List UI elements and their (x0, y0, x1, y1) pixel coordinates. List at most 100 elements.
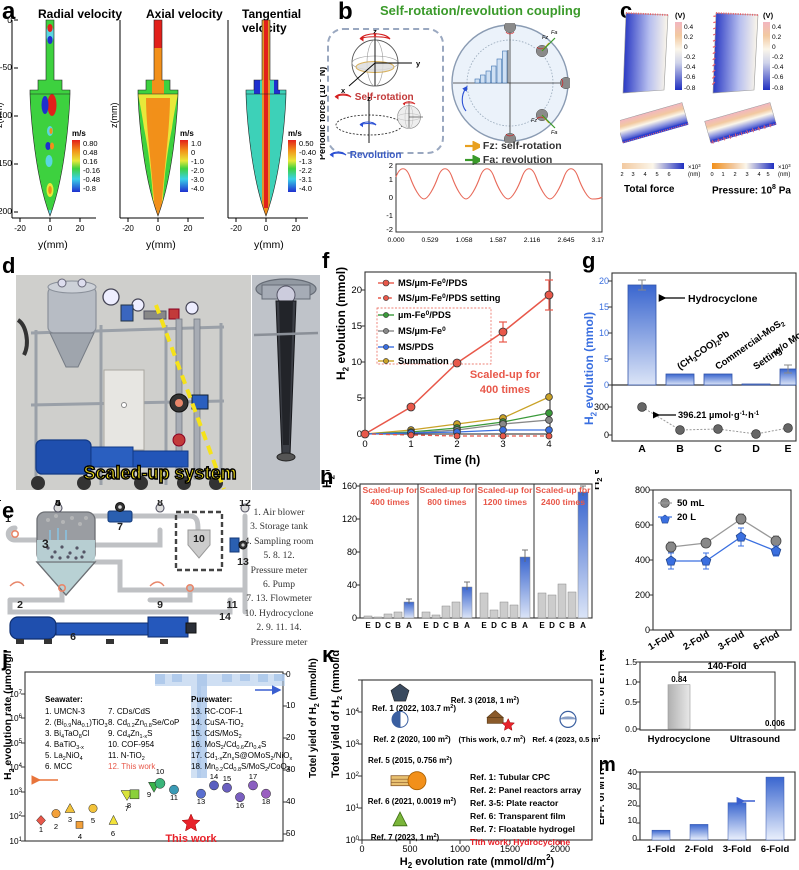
svg-text:15: 15 (599, 302, 609, 312)
svg-text:D: D (549, 621, 555, 630)
svg-text:E: E (423, 621, 429, 630)
svg-text:Tith work: Hydrocyclone: Tith work: Hydrocyclone (470, 837, 570, 847)
svg-text:D: D (433, 621, 439, 630)
svg-text:Time (h): Time (h) (434, 453, 480, 467)
svg-text:A: A (522, 621, 528, 630)
svg-text:-4.0: -4.0 (191, 184, 204, 193)
svg-text:×103: ×103 (778, 163, 791, 171)
svg-text:B: B (453, 621, 459, 630)
svg-text:0: 0 (362, 439, 367, 450)
svg-text:Ref. 6 (2021, 0.0019 m2): Ref. 6 (2021, 0.0019 m2) (368, 797, 457, 806)
svg-text:-2: -2 (386, 225, 393, 234)
svg-text:-3.1: -3.1 (299, 175, 312, 184)
svg-text:-2.2: -2.2 (299, 166, 312, 175)
svg-text:Ultrasound: Ultrasound (730, 734, 780, 745)
svg-text:-0.6: -0.6 (772, 74, 784, 81)
svg-text:1: 1 (389, 175, 393, 184)
svg-text:0.2: 0.2 (772, 34, 781, 41)
svg-text:16: 16 (236, 801, 244, 810)
svg-text:800 times: 800 times (427, 497, 466, 507)
svg-text:40: 40 (286, 796, 296, 806)
svg-text:z(mm): z(mm) (109, 103, 119, 129)
svg-text:2: 2 (620, 172, 623, 178)
svg-text:103: 103 (346, 739, 360, 749)
svg-text:-20: -20 (230, 224, 242, 233)
svg-text:140-Fold: 140-Fold (707, 661, 746, 672)
svg-text:1. UMCN-3: 1. UMCN-3 (45, 707, 86, 716)
svg-text:2: 2 (733, 172, 736, 178)
svg-text:6: 6 (70, 631, 76, 643)
svg-text:1.0: 1.0 (191, 139, 201, 148)
svg-text:0.84: 0.84 (671, 675, 687, 684)
svg-text:-0.6: -0.6 (684, 74, 696, 81)
svg-text:E: E (784, 443, 791, 455)
svg-text:×103: ×103 (688, 163, 701, 171)
svg-text:8: 8 (157, 500, 163, 509)
svg-text:-20: -20 (122, 224, 134, 233)
svg-text:Ref. 1 (2022, 103.7 m2): Ref. 1 (2022, 103.7 m2) (372, 704, 456, 713)
svg-text:y: y (416, 59, 421, 68)
svg-text:Seawater:: Seawater: (45, 695, 83, 704)
svg-text:10: 10 (193, 533, 205, 545)
svg-text:0: 0 (359, 844, 364, 854)
svg-text:E: E (539, 621, 545, 630)
svg-text:MS/µm-Fe0: MS/µm-Fe0 (398, 326, 446, 336)
svg-text:1.0: 1.0 (625, 677, 637, 687)
svg-text:9: 9 (157, 599, 163, 611)
svg-text:Fa: Fa (551, 130, 557, 136)
svg-text:2-Fold: 2-Fold (685, 844, 714, 855)
svg-text:(nm): (nm) (778, 172, 790, 178)
svg-text:-50: -50 (0, 62, 12, 72)
svg-text:C: C (501, 621, 507, 630)
svg-text:-0.8: -0.8 (684, 85, 696, 92)
svg-text:1: 1 (721, 172, 724, 178)
svg-text:20: 20 (628, 798, 638, 808)
svg-text:3: 3 (500, 439, 505, 450)
svg-text:6. MCC: 6. MCC (45, 762, 72, 771)
svg-text:400 times: 400 times (480, 384, 530, 396)
svg-text:1: 1 (39, 825, 43, 834)
svg-text:1: 1 (408, 439, 413, 450)
svg-text:0.48: 0.48 (83, 148, 98, 157)
svg-text:-1: -1 (386, 211, 393, 220)
svg-text:B: B (511, 621, 517, 630)
svg-text:9: 9 (147, 790, 151, 799)
svg-text:7: 7 (117, 521, 123, 533)
svg-text:2: 2 (389, 162, 393, 170)
svg-text:0.80: 0.80 (83, 139, 98, 148)
svg-text:100: 100 (346, 835, 360, 845)
svg-text:103: 103 (9, 787, 22, 797)
svg-text:1-Fold: 1-Fold (647, 844, 676, 855)
svg-text:102: 102 (9, 811, 22, 821)
svg-text:0.16: 0.16 (83, 157, 98, 166)
svg-text:15: 15 (351, 321, 362, 332)
svg-text:H2 evolution rate (mmol/d/m2): H2 evolution rate (mmol/d/m2) (400, 853, 555, 870)
svg-text:E: E (481, 621, 487, 630)
svg-text:-0.8: -0.8 (772, 85, 784, 92)
svg-text:Scaled-up for: Scaled-up for (470, 369, 541, 381)
svg-text:2: 2 (17, 599, 23, 611)
svg-text:Summation: Summation (398, 356, 449, 366)
svg-text:10: 10 (628, 815, 638, 825)
svg-text:Fz: Fz (542, 35, 548, 41)
svg-text:Fa: Fa (551, 30, 557, 36)
svg-text:-150: -150 (0, 158, 12, 168)
svg-text:-1.0: -1.0 (191, 157, 204, 166)
svg-text:0.2: 0.2 (684, 34, 693, 41)
svg-text:2.645: 2.645 (557, 237, 574, 244)
svg-text:10: 10 (286, 700, 296, 710)
svg-text:1000: 1000 (450, 844, 470, 854)
svg-text:20: 20 (351, 285, 362, 296)
svg-text:4: 4 (643, 172, 646, 178)
svg-text:Ref. 6: Transparent film: Ref. 6: Transparent film (470, 811, 566, 821)
svg-text:101: 101 (346, 803, 360, 813)
svg-text:1.058: 1.058 (455, 237, 472, 244)
svg-text:2400 times: 2400 times (541, 497, 585, 507)
svg-text:20: 20 (184, 224, 193, 233)
svg-text:1.5: 1.5 (625, 657, 637, 667)
svg-text:3: 3 (68, 815, 72, 824)
svg-text:Ref. 2: Panel reactors array: Ref. 2: Panel reactors array (470, 785, 582, 795)
svg-text:0: 0 (772, 44, 776, 51)
svg-text:5: 5 (766, 172, 769, 178)
svg-text:20: 20 (76, 224, 85, 233)
